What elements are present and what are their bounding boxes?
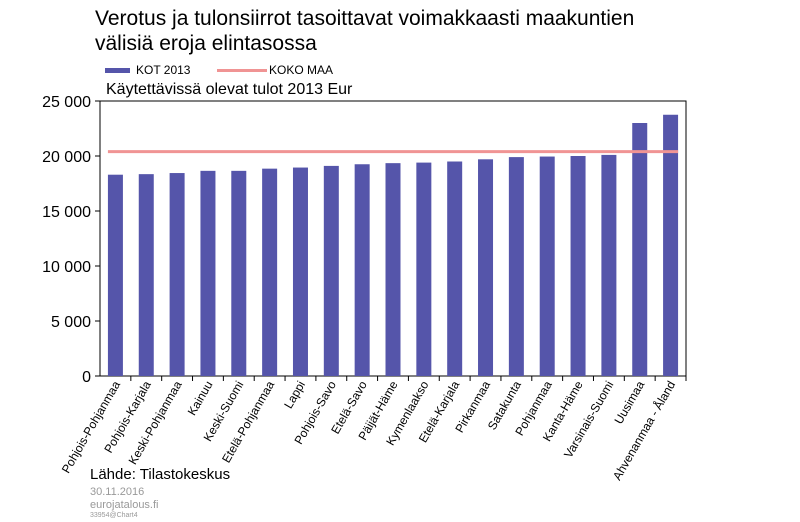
- bar: [570, 156, 586, 376]
- bar: [663, 114, 679, 376]
- bar: [416, 162, 432, 376]
- bar: [169, 173, 185, 376]
- chart-title: Verotus ja tulonsiirrot tasoittavat voim…: [95, 6, 735, 56]
- chart-subtitle: Käytettävissä olevat tulot 2013 Eur: [106, 81, 353, 98]
- bar: [508, 157, 524, 376]
- y-tick-label: 25 000: [42, 94, 91, 111]
- bar: [292, 167, 308, 376]
- chart-code: 33954@Chart4: [90, 512, 138, 519]
- bar: [447, 161, 463, 376]
- y-tick-label: 5 000: [51, 314, 91, 331]
- site-name: eurojatalous.fi: [90, 499, 159, 511]
- source-note: Lähde: Tilastokeskus: [90, 466, 231, 483]
- publish-date: 30.11.2016: [90, 486, 145, 498]
- bar: [354, 164, 370, 376]
- bar: [601, 154, 617, 376]
- y-tick-label: 10 000: [42, 259, 91, 276]
- bar: [323, 165, 339, 376]
- legend-swatch-kot: [105, 68, 130, 73]
- chart-title-line-1: Verotus ja tulonsiirrot tasoittavat voim…: [95, 7, 635, 30]
- bar: [231, 170, 247, 376]
- y-tick-label: 20 000: [42, 149, 91, 166]
- bar: [385, 163, 401, 376]
- legend-label-koko-maa: KOKO MAA: [269, 63, 334, 77]
- bar: [539, 156, 555, 376]
- legend-label-kot: KOT 2013: [136, 63, 191, 77]
- bar: [107, 174, 123, 376]
- bar: [632, 123, 648, 376]
- bar: [200, 170, 216, 376]
- legend-swatch-koko-maa: [217, 69, 267, 72]
- y-tick-label: 0: [82, 369, 91, 386]
- bar: [262, 168, 278, 376]
- y-tick-label: 15 000: [42, 204, 91, 221]
- x-tick-label: Ahvenanmaa - Åland: [609, 378, 678, 483]
- chart-title-line-2: välisiä eroja elintasossa: [95, 32, 317, 55]
- x-tick-label: Lappi: [281, 379, 308, 411]
- x-tick-label: Kainuu: [185, 379, 216, 418]
- bar: [478, 159, 494, 376]
- bar: [138, 174, 154, 376]
